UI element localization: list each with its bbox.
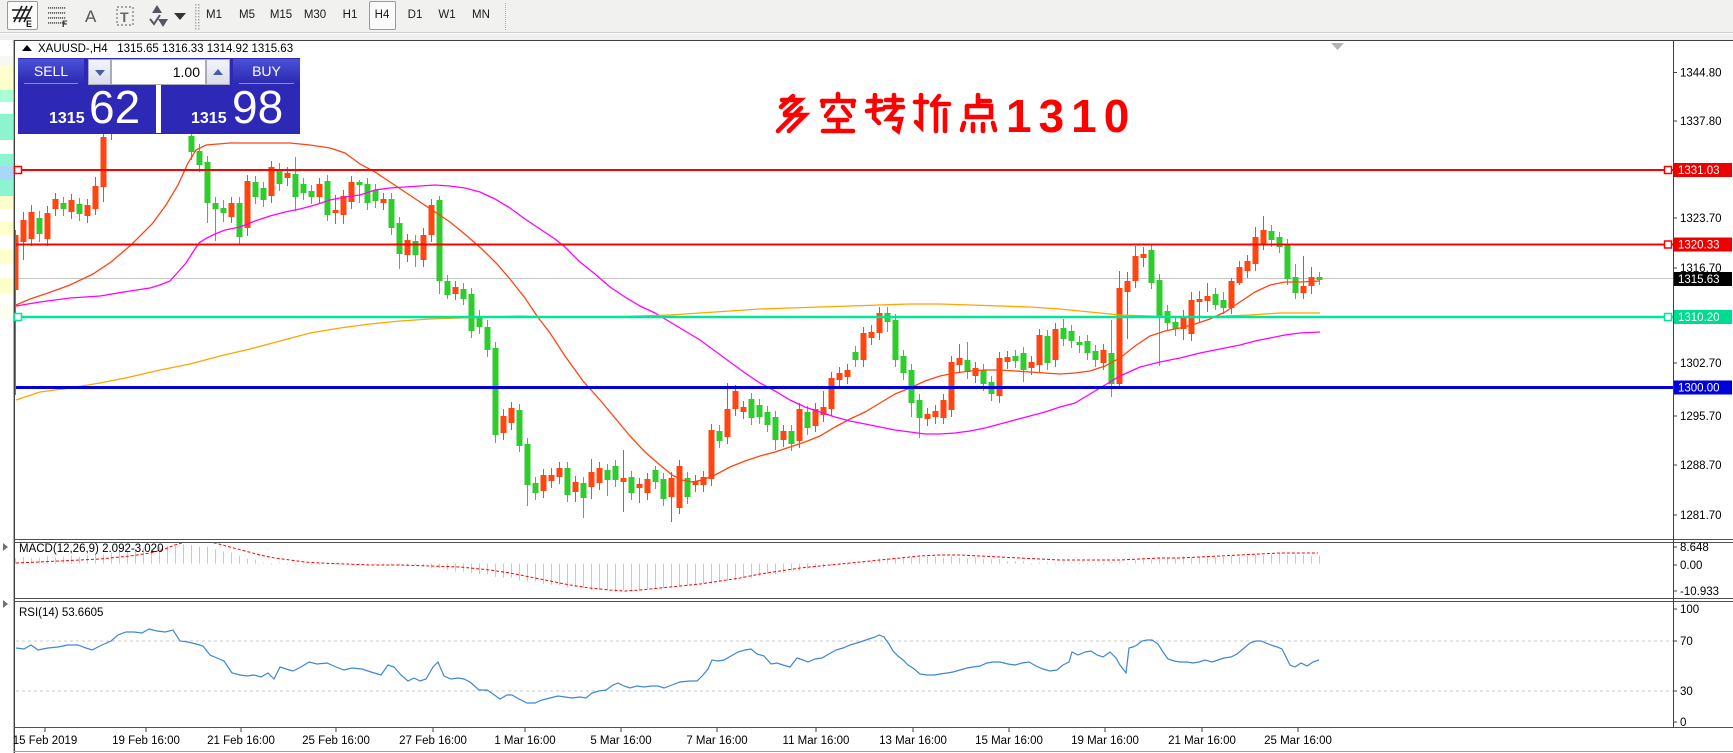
- svg-text:1344.80: 1344.80: [1680, 68, 1722, 80]
- svg-text:15 Mar 16:00: 15 Mar 16:00: [975, 735, 1043, 747]
- svg-text:1 Mar 16:00: 1 Mar 16:00: [494, 735, 555, 747]
- svg-text:1323.70: 1323.70: [1680, 213, 1722, 225]
- svg-text:19 Mar 16:00: 19 Mar 16:00: [1071, 735, 1139, 747]
- svg-text:RSI(14) 53.6605: RSI(14) 53.6605: [19, 607, 103, 619]
- svg-text:15 Feb 2019: 15 Feb 2019: [13, 735, 78, 747]
- svg-text:30: 30: [1680, 686, 1693, 698]
- svg-text:T: T: [120, 9, 129, 25]
- svg-text:1320.33: 1320.33: [1678, 240, 1720, 252]
- svg-text:5 Mar 16:00: 5 Mar 16:00: [590, 735, 651, 747]
- svg-text:1310.20: 1310.20: [1678, 312, 1720, 324]
- svg-text:1310: 1310: [1006, 90, 1136, 142]
- svg-text:70: 70: [1680, 636, 1693, 648]
- svg-text:MACD(12,26,9) 2.092-3.020: MACD(12,26,9) 2.092-3.020: [19, 543, 163, 555]
- svg-text:7 Mar 16:00: 7 Mar 16:00: [686, 735, 747, 747]
- svg-text:F: F: [62, 19, 68, 29]
- svg-text:21 Mar 16:00: 21 Mar 16:00: [1168, 735, 1236, 747]
- svg-text:13 Mar 16:00: 13 Mar 16:00: [879, 735, 947, 747]
- svg-text:100: 100: [1680, 604, 1699, 616]
- svg-text:21 Feb 16:00: 21 Feb 16:00: [207, 735, 275, 747]
- svg-text:8.648: 8.648: [1680, 542, 1709, 554]
- svg-text:11 Mar 16:00: 11 Mar 16:00: [783, 735, 850, 747]
- svg-text:XAUUSD-,H4 1315.65 1316.33 1: XAUUSD-,H4 1315.65 1316.33 1314.92 1315.…: [38, 43, 293, 55]
- svg-text:27 Feb 16:00: 27 Feb 16:00: [399, 735, 467, 747]
- svg-text:0: 0: [1680, 717, 1686, 729]
- svg-text:A: A: [85, 7, 97, 26]
- svg-text:-10.933: -10.933: [1680, 586, 1719, 598]
- svg-text:1315.63: 1315.63: [1678, 274, 1720, 286]
- svg-text:E: E: [26, 19, 32, 29]
- svg-text:1281.70: 1281.70: [1680, 510, 1722, 522]
- svg-text:1302.70: 1302.70: [1680, 358, 1722, 370]
- svg-text:1331.03: 1331.03: [1678, 165, 1720, 177]
- svg-text:1295.70: 1295.70: [1680, 411, 1722, 423]
- svg-text:1337.80: 1337.80: [1680, 116, 1722, 128]
- svg-text:0.00: 0.00: [1680, 560, 1702, 572]
- svg-text:25 Feb 16:00: 25 Feb 16:00: [302, 735, 370, 747]
- svg-text:19 Feb 16:00: 19 Feb 16:00: [112, 735, 180, 747]
- svg-text:25 Mar 16:00: 25 Mar 16:00: [1264, 735, 1332, 747]
- svg-text:1300.00: 1300.00: [1678, 383, 1720, 395]
- svg-text:1288.70: 1288.70: [1680, 460, 1722, 472]
